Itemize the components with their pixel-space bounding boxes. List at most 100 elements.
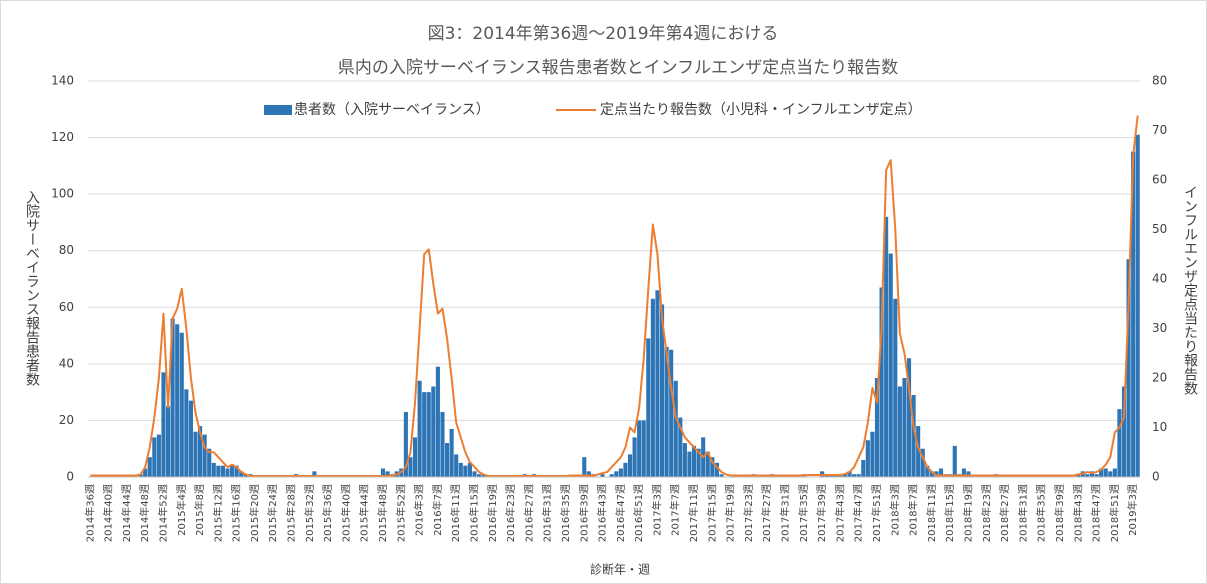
x-tick-label: 2016年15週: [467, 484, 480, 542]
bar: [1117, 409, 1122, 477]
bar: [458, 462, 463, 477]
bar: [911, 394, 916, 477]
bar: [847, 471, 852, 477]
bar: [682, 443, 687, 477]
bar: [472, 471, 477, 477]
x-tick-label: 2014年40週: [102, 484, 115, 542]
bar: [239, 471, 244, 477]
bar: [902, 378, 907, 477]
legend-label: 患者数（入院サーベイランス）: [294, 102, 490, 118]
x-tick-label: 2015年44週: [358, 484, 371, 542]
bar: [198, 426, 203, 477]
x-tick-label: 2018年35週: [1035, 484, 1048, 542]
x-tick-label: 2018年3週: [888, 484, 901, 536]
bar: [426, 392, 431, 477]
chart-title: 図3：2014年第36週～2019年第4週における: [428, 24, 779, 44]
bar: [856, 474, 861, 477]
bar: [586, 471, 591, 477]
bar: [380, 468, 386, 477]
x-tick-label: 2015年36週: [321, 484, 334, 542]
x-tick-label: 2015年48週: [376, 484, 389, 542]
bar: [412, 437, 418, 477]
bar: [1089, 471, 1095, 477]
bar: [211, 462, 216, 477]
x-tick-label: 2017年51週: [870, 484, 883, 542]
bar: [422, 392, 427, 477]
bar: [669, 349, 674, 477]
x-tick-label: 2017年43週: [833, 484, 846, 542]
bar: [435, 366, 440, 477]
x-tick-label: 2015年28週: [285, 484, 298, 542]
x-tick-label: 2015年20週: [248, 484, 261, 542]
bar: [449, 428, 454, 477]
x-tick-label: 2017年23週: [742, 484, 755, 542]
y-tick-label: 100: [51, 187, 74, 201]
bar: [719, 474, 724, 477]
bar: [467, 462, 472, 477]
bar: [650, 298, 655, 477]
y-tick-label: 60: [59, 300, 74, 314]
bar: [659, 304, 665, 477]
x-tick-label: 2015年4週: [175, 484, 188, 536]
x-tick-label: 2017年31週: [779, 484, 792, 542]
bar: [184, 389, 189, 477]
x-tick-label: 2018年15週: [943, 484, 956, 542]
bar: [961, 468, 966, 477]
bar: [216, 465, 221, 477]
bar: [842, 474, 848, 477]
bar: [1121, 386, 1127, 477]
x-tick-label: 2017年15週: [705, 484, 718, 542]
bar: [1135, 134, 1140, 477]
y-tick-label: 20: [59, 413, 74, 427]
x-tick-label: 2016年3週: [413, 484, 426, 536]
bar: [312, 471, 317, 477]
bar: [641, 420, 646, 477]
bar: [687, 451, 692, 477]
bar: [637, 420, 642, 477]
bar: [691, 445, 697, 477]
y2-tick-label: 40: [1152, 272, 1167, 286]
bar: [600, 474, 605, 477]
x-tick-label: 2016年43週: [596, 484, 609, 542]
legend-swatch: [264, 105, 292, 115]
x-tick-label: 2017年35週: [797, 484, 810, 542]
x-tick-label: 2016年11週: [449, 484, 462, 542]
x-tick-label: 2016年35週: [559, 484, 572, 542]
x-tick-label: 2014年52週: [156, 484, 169, 542]
bar: [403, 411, 408, 477]
x-tick-label: 2018年23週: [980, 484, 993, 542]
bar: [655, 290, 660, 477]
bar: [156, 434, 161, 477]
x-tick-label: 2017年39週: [815, 484, 828, 542]
bar: [243, 474, 248, 477]
bar: [582, 457, 587, 477]
x-tick-label: 2018年43週: [1071, 484, 1084, 542]
y-tick-label: 120: [51, 130, 74, 144]
bar: [225, 468, 230, 477]
bar: [165, 406, 171, 477]
x-tick-label: 2016年23週: [504, 484, 517, 542]
bar: [696, 448, 701, 477]
bar: [170, 318, 175, 477]
bar: [1099, 468, 1104, 477]
x-tick-label: 2018年19週: [961, 484, 974, 542]
x-tick-label: 2017年47週: [852, 484, 865, 542]
x-tick-label: 2016年19週: [486, 484, 499, 542]
x-tick-label: 2017年27週: [760, 484, 773, 542]
y2-tick-label: 70: [1152, 123, 1167, 137]
bar: [920, 448, 925, 477]
bar: [230, 465, 235, 477]
bar: [714, 462, 719, 477]
bar: [444, 443, 450, 477]
bar: [193, 431, 198, 477]
y2-tick-label: 30: [1152, 321, 1167, 335]
x-tick-label: 2017年7週: [669, 484, 682, 536]
bar: [1085, 474, 1090, 477]
x-tick-label: 2018年47週: [1090, 484, 1103, 542]
bar: [623, 462, 628, 477]
bar: [906, 358, 912, 477]
bar: [934, 471, 939, 477]
x-tick-label: 2016年39週: [577, 484, 590, 542]
